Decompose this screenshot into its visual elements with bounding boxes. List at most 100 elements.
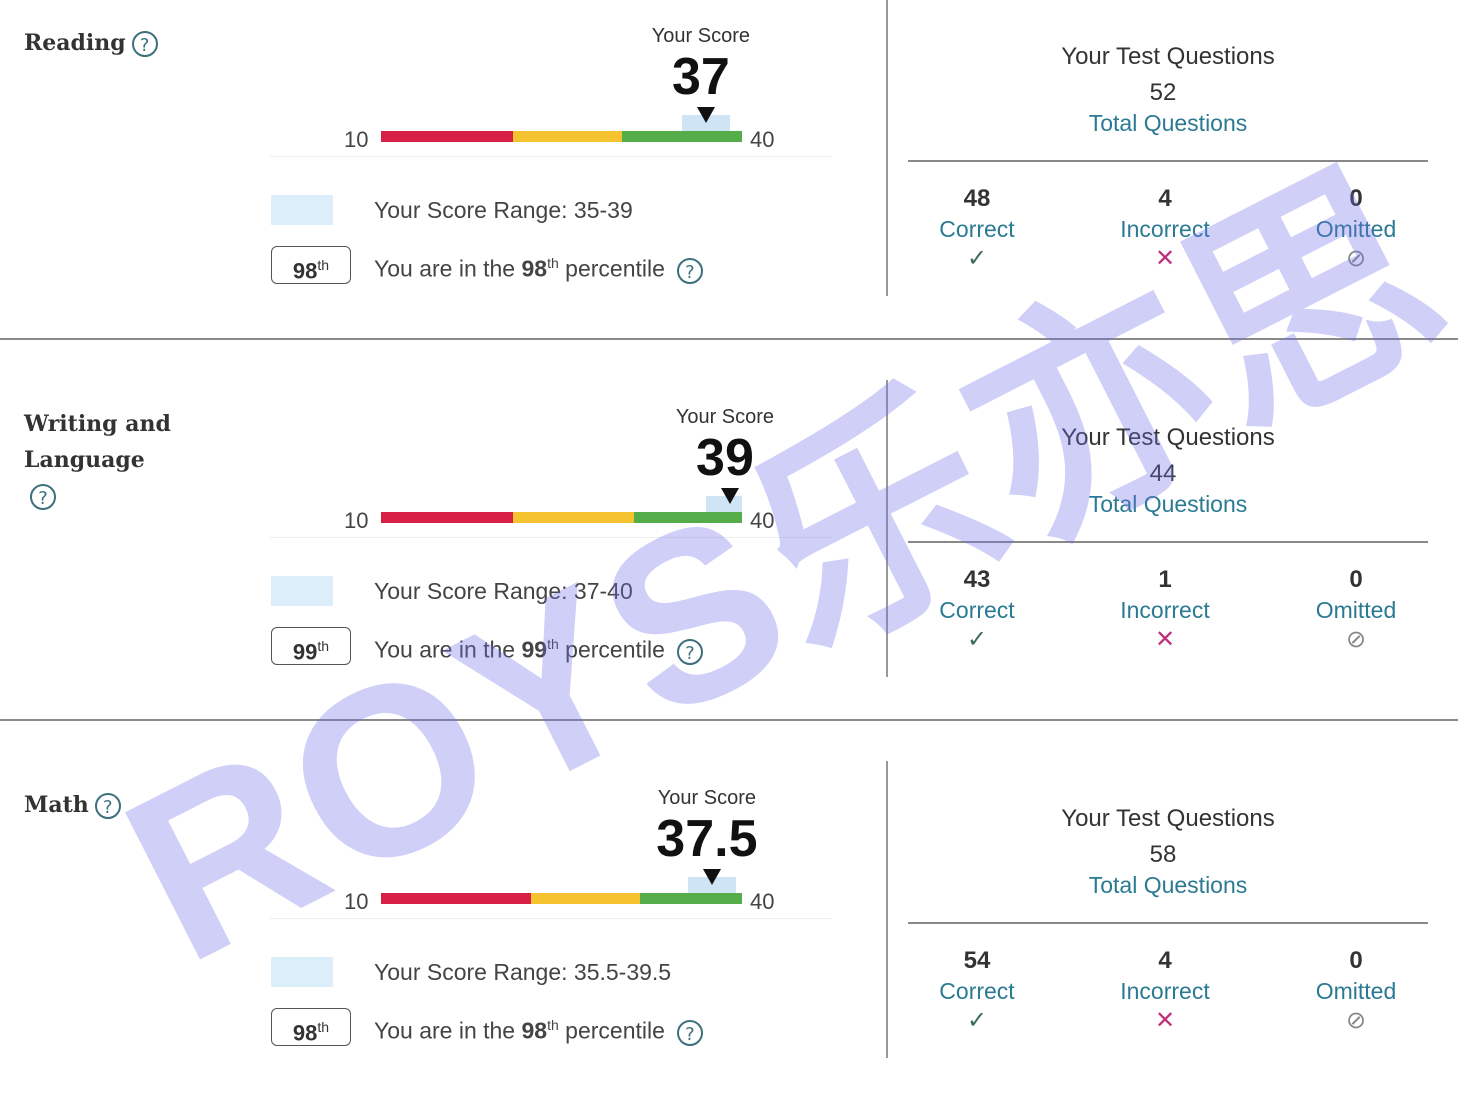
scale-max: 40 — [750, 127, 775, 152]
score-range-highlight — [687, 877, 736, 893]
incorrect-count: 4 — [1158, 185, 1172, 212]
section-title: Math? — [24, 787, 174, 823]
your-score-label: Your Score — [651, 25, 750, 47]
stat-correct: 54 Correct ✓ — [897, 947, 1057, 1035]
score-bar-green — [621, 131, 742, 142]
ordinal-suffix: th — [547, 1017, 559, 1033]
stat-correct: 48 Correct ✓ — [897, 185, 1057, 273]
test-questions-title: Your Test Questions — [1061, 43, 1275, 70]
column-divider — [886, 0, 888, 296]
scale-max: 40 — [750, 508, 775, 533]
score-range-text: Your Score Range: 35.5-39.5 — [374, 959, 671, 986]
score-range-legend-swatch — [271, 957, 333, 987]
stat-correct: 43 Correct ✓ — [897, 566, 1057, 654]
x-icon: ✕ — [1154, 626, 1176, 653]
section-divider — [0, 338, 1458, 340]
score-range-legend-swatch — [271, 195, 333, 225]
score-range-text: Your Score Range: 35-39 — [374, 197, 633, 224]
total-questions-count: 58 — [1149, 841, 1177, 868]
section-title: Reading? — [24, 25, 174, 61]
scale-min: 10 — [344, 889, 369, 914]
checkmark-icon: ✓ — [966, 1007, 988, 1034]
incorrect-count: 4 — [1158, 947, 1172, 974]
test-questions-title: Your Test Questions — [1061, 424, 1275, 451]
score-range-highlight — [681, 115, 730, 131]
incorrect-count: 1 — [1158, 566, 1172, 593]
score-range-text: Your Score Range: 37-40 — [374, 578, 633, 605]
ordinal-suffix: th — [317, 1019, 330, 1035]
percentile-value: 98 — [292, 1020, 318, 1046]
score-bar-red — [381, 893, 532, 904]
question-circle-icon[interactable]: ? — [131, 31, 158, 57]
incorrect-label: Incorrect — [1120, 978, 1210, 1004]
omitted-label: Omitted — [1315, 216, 1397, 242]
section-title-text: Reading — [24, 30, 126, 56]
percentile-badge: 98th — [271, 246, 351, 284]
total-questions-label: Total Questions — [1088, 872, 1248, 898]
score-marker-icon — [702, 869, 721, 885]
range-value: 37-40 — [573, 578, 633, 604]
ordinal-suffix: th — [317, 257, 330, 273]
test-questions-title: Your Test Questions — [1061, 805, 1275, 832]
divider — [270, 918, 832, 919]
percentile-value: 98 — [521, 1017, 548, 1044]
range-prefix: Your Score Range: — [374, 197, 574, 223]
total-questions-label: Total Questions — [1088, 491, 1248, 517]
percentile-value: 98 — [292, 258, 318, 284]
percentile-prefix: You are in the — [374, 255, 522, 282]
score-value: 37.5 — [656, 810, 758, 868]
scale-min: 10 — [344, 508, 369, 533]
checkmark-icon: ✓ — [966, 626, 988, 653]
question-circle-icon[interactable]: ? — [94, 793, 121, 819]
score-marker-icon — [696, 107, 715, 123]
stat-omitted: 0 Omitted ⊘ — [1276, 185, 1436, 273]
score-bar-green — [633, 512, 742, 523]
stat-incorrect: 4 Incorrect ✕ — [1085, 185, 1245, 273]
omitted-count: 0 — [1349, 185, 1363, 212]
score-range-legend-swatch — [271, 576, 333, 606]
percentile-prefix: You are in the — [374, 636, 522, 663]
ordinal-suffix: th — [547, 636, 559, 652]
ordinal-suffix: th — [547, 255, 559, 271]
x-icon: ✕ — [1154, 1007, 1176, 1034]
score-bar-red — [381, 131, 514, 142]
percentile-suffix: percentile — [558, 1017, 665, 1044]
percentile-value: 99 — [292, 639, 318, 665]
range-prefix: Your Score Range: — [374, 578, 574, 604]
stat-incorrect: 4 Incorrect ✕ — [1085, 947, 1245, 1035]
score-bar-red — [381, 512, 514, 523]
percentile-badge: 98th — [271, 1008, 351, 1046]
scale-max: 40 — [750, 889, 775, 914]
total-questions-count: 44 — [1149, 460, 1177, 487]
question-circle-icon[interactable]: ? — [676, 1019, 703, 1046]
percentile-badge: 99th — [271, 627, 351, 665]
checkmark-icon: ✓ — [966, 245, 988, 272]
percentile-suffix: percentile — [558, 636, 665, 663]
range-value: 35.5-39.5 — [573, 959, 672, 985]
section-reading: Reading? Your Score 37 10 40 Your Score Range… — [0, 0, 1458, 338]
divider — [270, 537, 832, 538]
your-score-label: Your Score — [675, 406, 775, 428]
question-circle-icon[interactable]: ? — [676, 257, 703, 284]
score-bar-green — [639, 893, 742, 904]
score-marker-icon — [720, 488, 739, 504]
stat-omitted: 0 Omitted ⊘ — [1276, 566, 1436, 654]
column-divider — [886, 380, 888, 677]
section-title-text: Writing and Language — [24, 411, 171, 473]
question-circle-icon[interactable]: ? — [676, 638, 703, 665]
correct-label: Correct — [939, 978, 1015, 1004]
column-divider — [886, 761, 888, 1058]
question-circle-icon[interactable]: ? — [30, 484, 56, 510]
prohibited-icon: ⊘ — [1345, 245, 1367, 272]
section-math: Math? Your Score 37.5 10 40 Your Score Range:… — [0, 719, 1458, 1100]
incorrect-label: Incorrect — [1120, 597, 1210, 623]
your-score-label: Your Score — [657, 787, 757, 809]
range-prefix: Your Score Range: — [374, 959, 574, 985]
x-icon: ✕ — [1154, 245, 1176, 272]
correct-count: 54 — [963, 947, 991, 974]
percentile-value: 98 — [521, 255, 548, 282]
section-title: Writing and Language? — [24, 406, 174, 514]
correct-count: 43 — [963, 566, 991, 593]
percentile-prefix: You are in the — [374, 1017, 522, 1044]
divider — [270, 156, 832, 157]
